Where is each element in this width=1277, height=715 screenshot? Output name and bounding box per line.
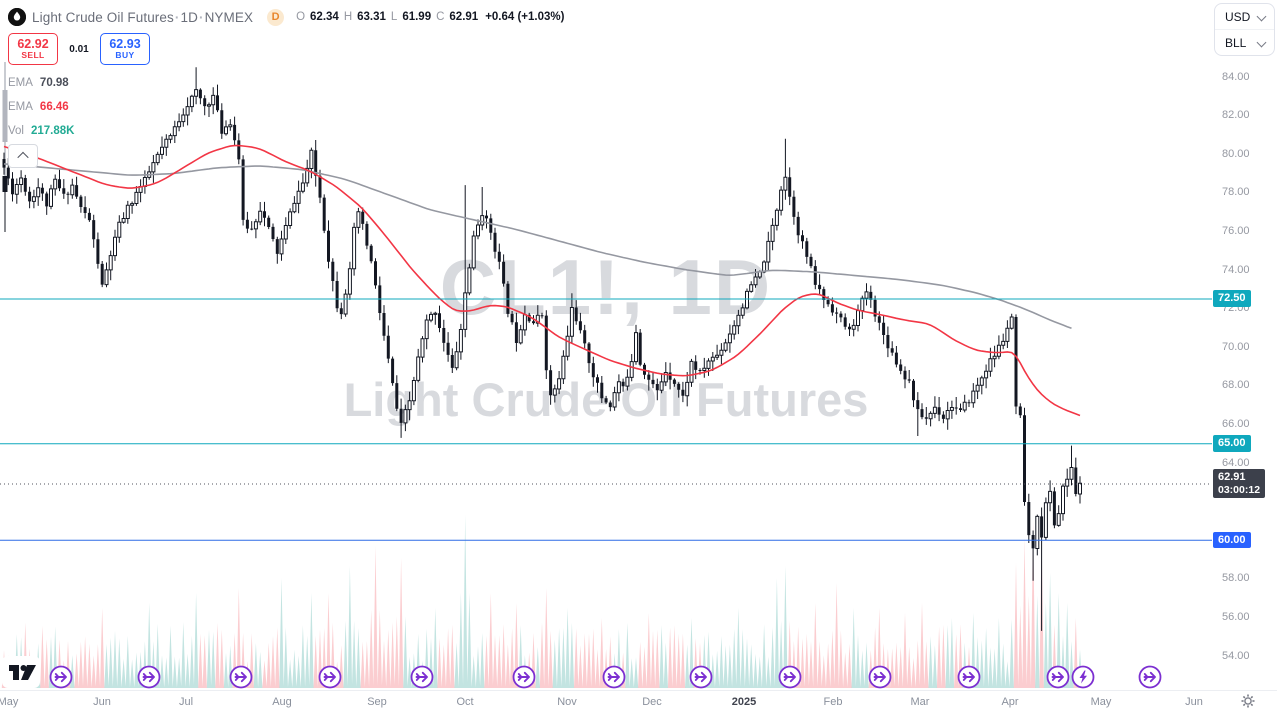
indicator-volume[interactable]: Vol 217.88K: [8, 125, 75, 137]
chevron-up-icon: [17, 151, 29, 164]
symbol-title[interactable]: Light Crude Oil Futures·1D·NYMEX: [32, 9, 254, 25]
chevron-down-icon: [1256, 11, 1267, 22]
interval-badge[interactable]: D: [267, 8, 285, 26]
price-axis-label: 70.00: [1222, 340, 1250, 353]
price-axis-label: 82.00: [1222, 109, 1250, 122]
time-axis-label: Dec: [642, 696, 662, 708]
ema-slow-value: 70.98: [39, 77, 69, 89]
price-axis-label: 76.00: [1222, 224, 1250, 237]
time-axis-label: May: [1090, 696, 1112, 708]
time-axis-label: 2025: [731, 696, 757, 708]
price-axis-label: 68.00: [1222, 379, 1250, 392]
volume-down-area: [1, 520, 1078, 688]
high-value: 63.31: [357, 11, 386, 23]
event-flash-icon[interactable]: [1071, 665, 1095, 689]
event-arrow-icon[interactable]: [49, 665, 73, 689]
price-level-badge: 65.00: [1213, 435, 1251, 452]
price-axis-label: 66.00: [1222, 417, 1250, 430]
event-arrow-icon[interactable]: [868, 665, 892, 689]
event-icons-layer: [49, 665, 1162, 689]
price-level-badge: 60.00: [1213, 531, 1251, 549]
time-axis-label: Jun: [93, 696, 111, 708]
symbol-logo-icon: [8, 8, 26, 26]
event-arrow-icon[interactable]: [1138, 665, 1162, 689]
low-value: 61.99: [402, 11, 432, 23]
time-axis-label: Aug: [272, 696, 292, 708]
sell-button[interactable]: 62.92 SELL: [8, 33, 58, 65]
event-arrow-icon[interactable]: [957, 665, 981, 689]
spread-value: 0.01: [69, 43, 89, 55]
time-axis-label: Sep: [367, 696, 387, 708]
price-axis[interactable]: 84.00 82.00 80.00 78.00 76.00 74.00 72.00 70.00…: [1212, 0, 1277, 692]
price-level-badge: 72.50: [1213, 290, 1251, 308]
close-value: 62.91: [449, 11, 479, 23]
volume-up-area: [14, 515, 1083, 688]
event-arrow-icon[interactable]: [229, 665, 253, 689]
time-axis[interactable]: May Jun Jul Aug Sep Oct Nov Dec 2025 Feb Mar Apr May…: [0, 690, 1277, 715]
current-price-badge: 62.91 03:00:12: [1213, 469, 1266, 498]
buy-button[interactable]: 62.93 BUY: [100, 33, 150, 65]
event-arrow-icon[interactable]: [137, 665, 161, 689]
symbol-header: Light Crude Oil Futures·1D·NYMEX D O 62.3…: [8, 7, 564, 27]
indicator-ema-fast[interactable]: EMA 66.46: [8, 101, 69, 113]
price-axis-label: 80.00: [1222, 147, 1250, 160]
down-candles: [2, 89, 1078, 549]
indicator-ema-slow[interactable]: EMA 70.98: [8, 77, 69, 89]
ema-fast-value: 66.46: [39, 101, 69, 113]
chevron-down-icon: [1256, 37, 1267, 48]
price-axis-label: 64.00: [1222, 456, 1250, 469]
ema-slow-line: [3, 163, 1072, 330]
time-axis-label: Apr: [1001, 696, 1019, 708]
event-arrow-icon[interactable]: [318, 665, 342, 689]
price-axis-label: 56.00: [1222, 610, 1250, 623]
event-arrow-icon[interactable]: [602, 665, 626, 689]
price-axis-label: 84.00: [1222, 70, 1250, 83]
price-axis-label: 78.00: [1222, 186, 1250, 199]
event-arrow-icon[interactable]: [512, 665, 536, 689]
currency-select[interactable]: USD: [1215, 4, 1274, 30]
price-axis-label: 74.00: [1222, 263, 1250, 276]
time-axis-label: Jul: [178, 696, 194, 708]
legend-collapse-button[interactable]: [8, 144, 38, 168]
ohlc-values: O 62.34 H 63.31 L 61.99 C 62.91 +0.64 (+1.03…: [296, 11, 565, 23]
event-arrow-icon[interactable]: [1046, 665, 1070, 689]
partial-candle-left: [2, 62, 8, 232]
time-axis-label: Nov: [557, 696, 577, 708]
time-axis-label: Jun: [1185, 696, 1203, 708]
event-arrow-icon[interactable]: [689, 665, 713, 689]
ema-fast-line: [3, 144, 1081, 417]
up-candles: [14, 89, 1082, 549]
chart-pane[interactable]: [0, 0, 1212, 692]
time-axis-label: Mar: [910, 696, 930, 708]
open-value: 62.34: [310, 11, 339, 23]
time-axis-label: May: [0, 696, 19, 708]
trade-panel: 62.92 SELL 0.01 62.93 BUY: [8, 33, 150, 65]
time-axis-label: Oct: [456, 696, 474, 708]
change-value: +0.64 (+1.03%): [485, 11, 565, 23]
price-axis-label: 58.00: [1222, 572, 1250, 585]
gear-icon[interactable]: [1241, 694, 1257, 710]
axis-unit-panel: USD BLL: [1214, 3, 1275, 56]
event-arrow-icon[interactable]: [778, 665, 802, 689]
tradingview-logo[interactable]: [2, 656, 40, 688]
time-axis-label: Feb: [823, 696, 843, 708]
event-arrow-icon[interactable]: [410, 665, 434, 689]
candle-wicks: [3, 67, 1081, 631]
unit-select[interactable]: BLL: [1215, 30, 1274, 55]
price-axis-label: 54.00: [1222, 649, 1250, 662]
volume-value: 217.88K: [31, 125, 75, 137]
